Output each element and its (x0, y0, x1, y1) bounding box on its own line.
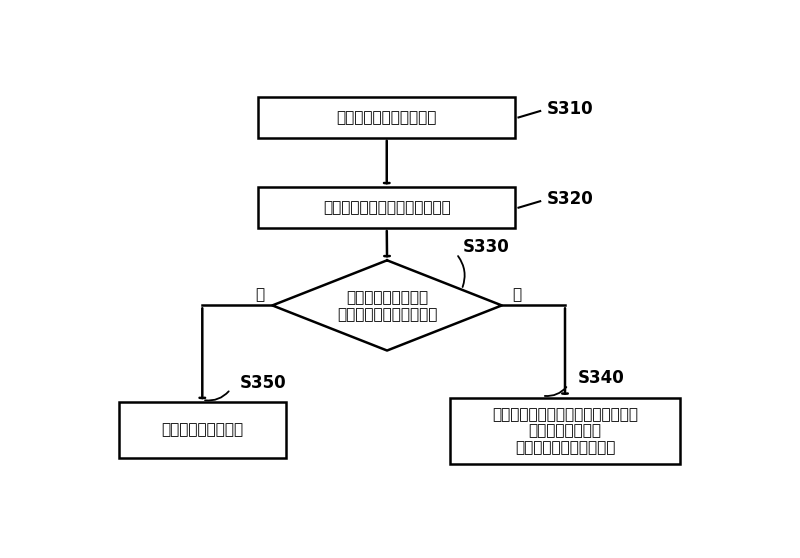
Text: 否: 否 (255, 287, 265, 302)
Text: S320: S320 (546, 190, 593, 208)
Text: 使电脑系统重新开机，并将工作频率: 使电脑系统重新开机，并将工作频率 (492, 407, 638, 422)
FancyBboxPatch shape (118, 402, 286, 458)
Text: S350: S350 (240, 374, 286, 392)
Polygon shape (272, 260, 502, 350)
FancyBboxPatch shape (450, 398, 680, 464)
FancyBboxPatch shape (258, 97, 515, 138)
FancyBboxPatch shape (258, 187, 515, 228)
Text: S340: S340 (578, 369, 624, 387)
Text: 使电脑系统重新开机: 使电脑系统重新开机 (162, 422, 243, 437)
Text: 加上频率增加值，: 加上频率增加值， (529, 424, 602, 439)
Text: 是: 是 (513, 287, 522, 302)
Text: 时间内有无执行开机程序: 时间内有无执行开机程序 (337, 307, 438, 323)
Text: 设定电脑系统之工作频率: 设定电脑系统之工作频率 (337, 110, 437, 125)
Text: S310: S310 (546, 100, 593, 118)
Text: 启动电脑系统，以执行开机程序: 启动电脑系统，以执行开机程序 (323, 200, 450, 215)
Text: 判断电脑系统在预设: 判断电脑系统在预设 (346, 290, 428, 305)
Text: S330: S330 (462, 238, 510, 257)
Text: 以获得最新的工作频率值: 以获得最新的工作频率值 (515, 440, 615, 455)
